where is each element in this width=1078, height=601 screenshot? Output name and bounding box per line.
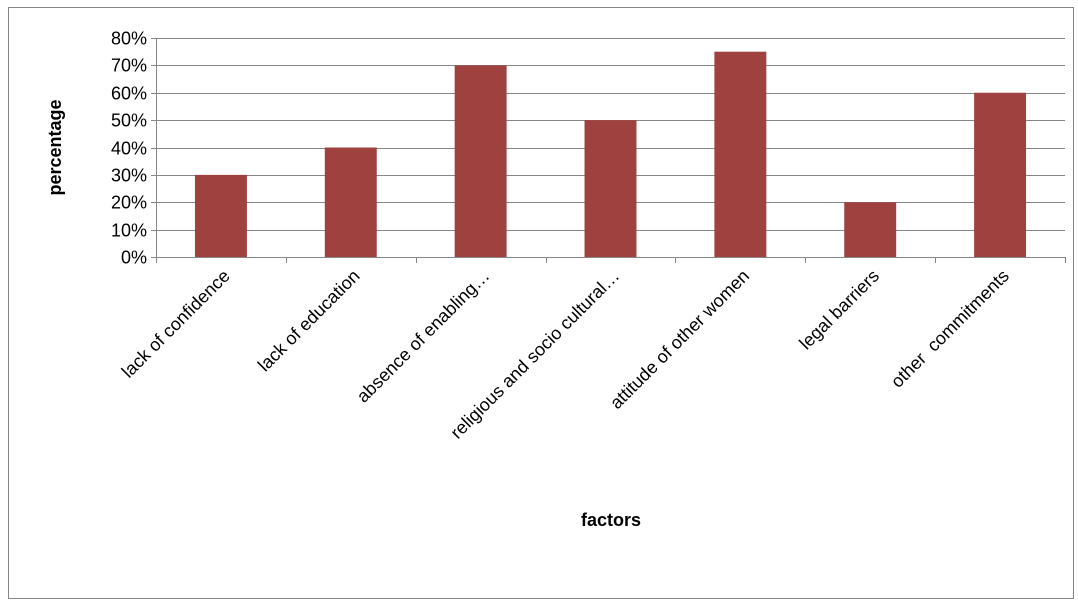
bar-2 bbox=[324, 147, 377, 257]
y-axis-title: percentage bbox=[45, 99, 65, 195]
bar-1 bbox=[194, 174, 247, 258]
y-tick-label: 20% bbox=[111, 193, 147, 213]
x-category-label: other commitments bbox=[887, 266, 1013, 392]
y-tick-label: 30% bbox=[111, 166, 147, 186]
y-tick-label: 50% bbox=[111, 111, 147, 131]
y-tick-label: 40% bbox=[111, 139, 147, 159]
y-tick-label: 10% bbox=[111, 221, 147, 241]
y-tick-label: 0% bbox=[121, 248, 147, 268]
y-tick-label: 60% bbox=[111, 84, 147, 104]
bar-3 bbox=[454, 65, 507, 258]
y-tick-label: 70% bbox=[111, 56, 147, 76]
axes bbox=[151, 38, 1066, 263]
y-tick-label: 80% bbox=[111, 29, 147, 49]
bar-7 bbox=[974, 92, 1027, 257]
bar-chart: 0% 10% 20% 30% 40% 50% 60% 70% 80% lack of confi… bbox=[45, 29, 1066, 530]
chart-area: 0% 10% 20% 30% 40% 50% 60% 70% 80% lack of confi… bbox=[8, 7, 1074, 599]
bar-6 bbox=[844, 202, 897, 257]
bars bbox=[194, 51, 1027, 258]
x-category-label: attitude of other women bbox=[606, 266, 753, 413]
x-category-label: legal barriers bbox=[795, 266, 883, 354]
x-tick-labels: lack of confidence lack of educationabsen… bbox=[118, 266, 1013, 443]
y-tick-labels: 0% 10% 20% 30% 40% 50% 60% 70% 80% bbox=[111, 29, 147, 268]
bar-5 bbox=[714, 51, 767, 257]
x-axis-title: factors bbox=[581, 510, 641, 530]
x-category-label: lack of confidence bbox=[118, 266, 234, 382]
x-category-label: absence of enabling… bbox=[353, 266, 494, 407]
x-category-label: lack of education bbox=[254, 266, 364, 376]
bar-4 bbox=[584, 120, 637, 258]
